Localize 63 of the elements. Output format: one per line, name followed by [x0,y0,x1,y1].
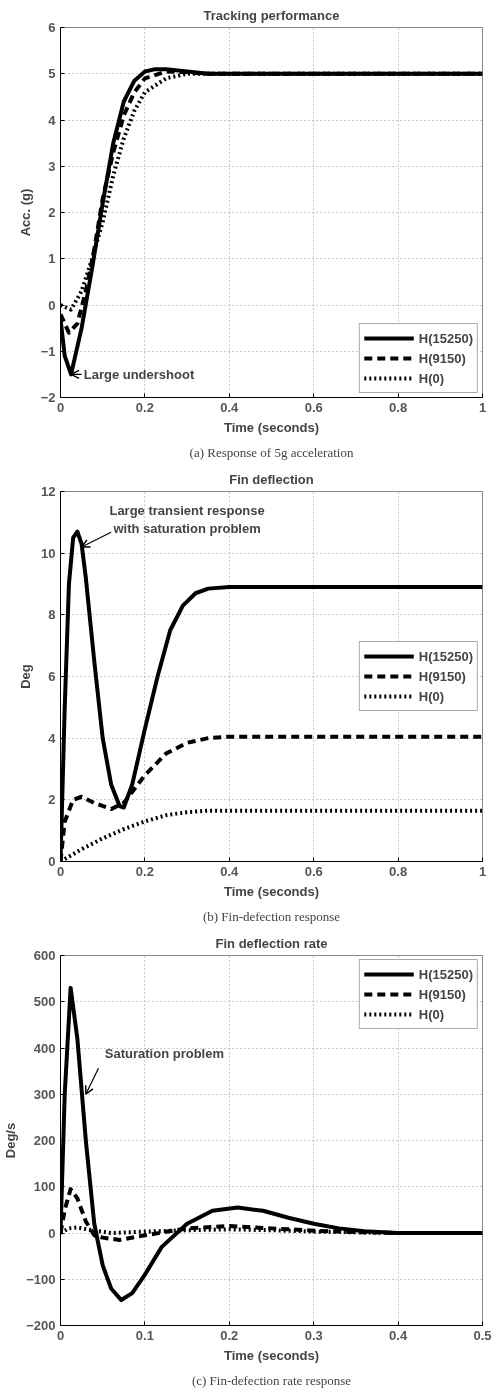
legend-label: H(9150) [418,668,466,684]
x-axis-title: Time (seconds) [223,883,320,899]
text: (c) Fin-defection rate response [191,1372,352,1388]
x-axis-title: Time (seconds) [223,1347,320,1363]
y-tick-label: 6 [48,669,56,684]
y-tick-label: −1 [40,343,56,359]
x-tick-label: 0.5 [473,1327,492,1343]
x-tick-label: 0.2 [135,863,154,879]
legend-label: H(0) [418,688,445,704]
y-axis-title: Deg/s [3,1122,19,1159]
y-tick-label: 0 [48,1225,56,1241]
legend-label: H(0) [418,1006,445,1022]
y-tick-label: 10 [41,545,56,561]
x-tick-label: 0.6 [304,399,323,415]
x-tick-label: 0.6 [304,863,323,879]
y-axis-title: Acc. (g) [17,188,33,237]
chart-title: Fin deflection [229,471,314,487]
y-tick-label: 600 [33,948,56,963]
x-tick-label: 0.8 [389,399,408,415]
text: (b) Fin-defection response [202,908,341,924]
x-tick-label: 1 [478,863,487,879]
y-tick-label: 2 [48,792,56,808]
y-tick-label: 1 [48,251,56,267]
y-tick-label: 6 [48,20,56,35]
x-tick-label: 0.2 [220,1327,239,1343]
chart-title: Fin deflection rate [215,935,328,951]
legend-label: H(15250) [418,966,473,982]
legend-label: H(0) [418,370,445,386]
y-tick-label: −100 [26,1271,56,1287]
x-tick-label: 0.8 [389,863,408,879]
legend-label: H(9150) [418,350,466,366]
y-tick-label: 4 [48,730,57,746]
annotation: Saturation problem [104,1045,224,1061]
y-tick-label: 5 [48,66,56,82]
chart-title: Tracking performance [203,7,340,23]
y-tick-label: 200 [33,1133,56,1148]
y-tick-label: 100 [33,1179,56,1195]
y-tick-label: 3 [48,158,56,174]
y-tick-label: 400 [33,1040,56,1056]
y-tick-label: 2 [48,205,56,220]
x-tick-label: 1 [478,399,487,415]
y-tick-label: 12 [41,484,56,499]
y-tick-label: −200 [26,1318,56,1333]
text: (a) Response of 5g acceleration [189,444,354,460]
y-tick-label: 300 [33,1086,56,1102]
x-tick-label: 0.4 [220,863,240,879]
x-tick-label: 0.1 [135,1327,154,1343]
y-axis-title: Deg [18,664,34,689]
legend-label: H(15250) [418,648,473,664]
x-tick-label: 0.4 [220,399,240,415]
legend-label: H(15250) [418,330,473,346]
y-tick-label: 8 [48,607,56,623]
x-tick-label: 0.4 [389,1327,408,1343]
y-tick-label: −2 [40,390,56,405]
x-axis-title: Time (seconds) [223,419,320,435]
y-tick-label: 4 [48,112,57,128]
y-tick-label: 500 [33,994,56,1010]
x-tick-label: 0.3 [304,1327,323,1343]
y-tick-label: 0 [48,297,56,313]
annotation: Large undershoot [83,366,195,382]
x-tick-label: 0.2 [135,399,154,415]
annotation: Large transient response with saturation problem [109,502,265,536]
legend-label: H(9150) [418,986,466,1002]
